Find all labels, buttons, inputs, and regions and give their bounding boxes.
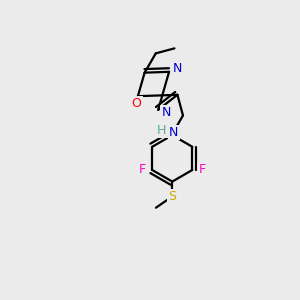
Text: F: F: [139, 164, 146, 176]
Text: N: N: [161, 106, 171, 119]
Text: N: N: [172, 62, 182, 75]
Text: N: N: [169, 126, 178, 139]
Text: S: S: [168, 190, 176, 203]
Text: H: H: [157, 124, 167, 137]
Text: F: F: [198, 164, 206, 176]
Text: O: O: [131, 97, 141, 110]
